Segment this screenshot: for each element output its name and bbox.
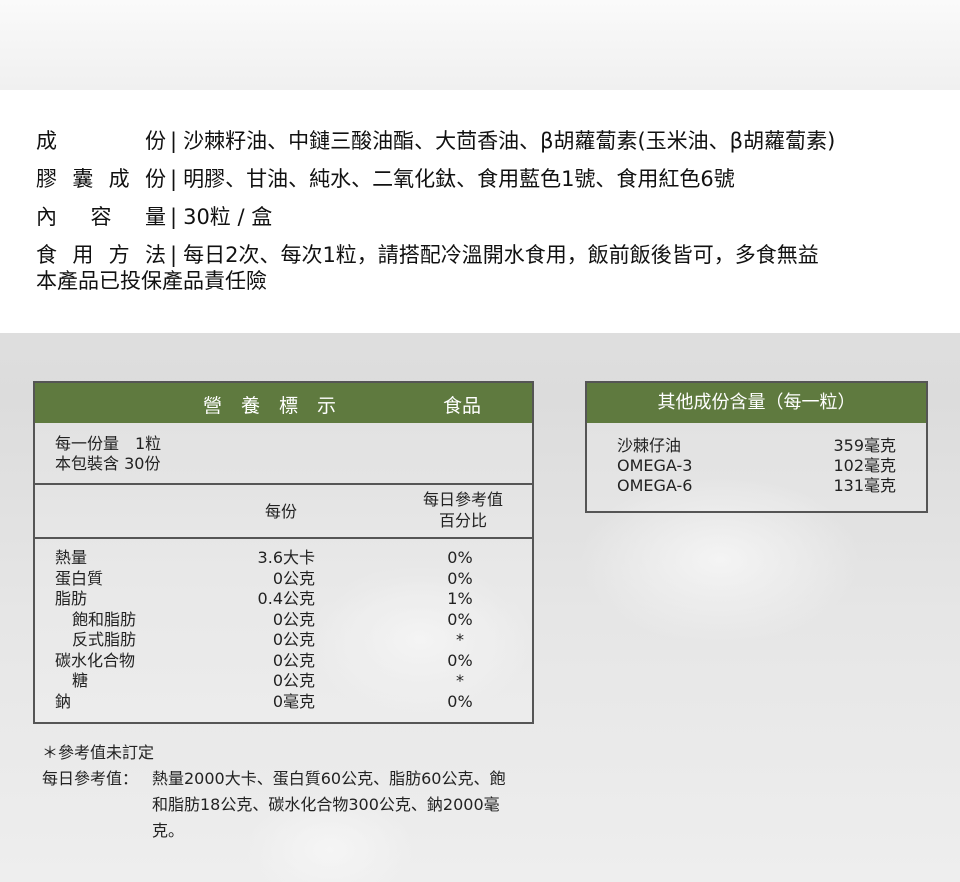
- nutrient-per-serving: 0公克: [272, 671, 315, 690]
- separator: |: [170, 205, 178, 229]
- divider: [35, 483, 532, 485]
- info-band: 成 份 | 沙棘籽油、中鏈三酸油酯、大茴香油、β胡蘿蔔素(玉米油、β胡蘿蔔素) 膠囊成…: [0, 90, 960, 333]
- separator: |: [170, 129, 178, 153]
- nutrient-daily-pct: 1%: [447, 589, 473, 608]
- nutrition-title: 營 養 標 示: [203, 395, 337, 417]
- asterisk-note: ＊參考值未訂定: [42, 743, 155, 762]
- daily-reference-text: 熱量2000大卡、蛋白質60公克、脂肪60公克、飽 和脂肪18公克、碳水化合物3…: [152, 766, 505, 844]
- serving-size: 每一份量 1粒: [55, 434, 162, 453]
- other-name: 沙棘仔油: [617, 436, 682, 455]
- insurance-note: 本產品已投保產品責任險: [36, 269, 267, 293]
- nutrient-name: 脂肪: [55, 589, 88, 608]
- nutrient-daily-pct: *: [456, 671, 464, 690]
- nutrient-daily-pct: 0%: [447, 548, 473, 567]
- other-value: 102毫克: [833, 456, 896, 475]
- nutrient-per-serving: 0公克: [272, 568, 315, 588]
- other-value: 359毫克: [833, 436, 896, 455]
- other-ingredients-table: 其他成份含量（每一粒） 沙棘仔油 359毫克 OMEGA-3 102毫克 OMEGA…: [585, 381, 928, 513]
- nutrient-name: 碳水化合物: [55, 650, 136, 670]
- nutrient-daily-pct: 0%: [447, 691, 473, 711]
- info-row: 食用方法 | 每日2次、每次1粒，請搭配冷溫開水食用，飯前飯後皆可，多食無益: [36, 240, 819, 270]
- nutrient-per-serving: 0公克: [272, 630, 315, 649]
- nutrition-header: 營 養 標 示 食品: [35, 383, 532, 423]
- daily-line: 和脂肪18公克、碳水化合物300公克、鈉2000毫: [152, 795, 500, 814]
- col-daily-line2: 百分比: [438, 511, 487, 530]
- other-value: 131毫克: [833, 476, 896, 495]
- nutrient-name: 反式脂肪: [72, 630, 137, 649]
- nutrient-name: 熱量: [55, 548, 88, 567]
- daily-line: 克。: [152, 821, 185, 840]
- nutrition-category: 食品: [443, 395, 482, 417]
- nutrient-name: 飽和脂肪: [72, 609, 137, 629]
- separator: |: [170, 243, 178, 267]
- info-label: 膠囊成份: [36, 167, 166, 191]
- nutrient-per-serving: 0毫克: [272, 691, 315, 711]
- info-label: 食用方法: [36, 243, 166, 267]
- nutrient-per-serving: 3.6大卡: [257, 548, 315, 567]
- nutrient-name: 糖: [72, 671, 89, 690]
- daily-line: 熱量2000大卡、蛋白質60公克、脂肪60公克、飽: [152, 769, 506, 788]
- other-name: OMEGA-3: [617, 456, 693, 475]
- info-label: 成 份: [36, 129, 166, 153]
- other-name: OMEGA-6: [617, 476, 693, 495]
- daily-reference-label: 每日參考值：: [42, 769, 139, 788]
- separator: |: [170, 167, 178, 191]
- nutrient-name: 蛋白質: [55, 568, 104, 588]
- col-per-serving: 每份: [265, 502, 298, 521]
- info-value: 每日2次、每次1粒，請搭配冷溫開水食用，飯前飯後皆可，多食無益: [183, 243, 819, 267]
- nutrient-per-serving: 0公克: [272, 609, 315, 629]
- col-daily-line1: 每日參考值: [422, 490, 503, 509]
- info-value: 沙棘籽油、中鏈三酸油酯、大茴香油、β胡蘿蔔素(玉米油、β胡蘿蔔素): [183, 129, 836, 153]
- nutrient-per-serving: 0.4公克: [257, 589, 315, 608]
- col-daily: 每日參考值 百分比: [403, 489, 523, 531]
- info-label: 內 容 量: [36, 205, 166, 229]
- info-value: 明膠、甘油、純水、二氧化鈦、食用藍色1號、食用紅色6號: [183, 167, 735, 191]
- info-row: 內 容 量 | 30粒 / 盒: [36, 202, 272, 232]
- nutrient-per-serving: 0公克: [272, 650, 315, 670]
- nutrition-table: 營 養 標 示 食品 每一份量 1粒 本包裝含 30份 每份 每日參考值 百分比…: [33, 381, 534, 724]
- nutrient-daily-pct: 0%: [447, 568, 473, 588]
- nutrient-daily-pct: 0%: [447, 609, 473, 629]
- nutrient-daily-pct: *: [456, 630, 464, 649]
- servings-per-package: 本包裝含 30份: [55, 454, 161, 473]
- top-background: [0, 0, 960, 90]
- nutrient-name: 鈉: [55, 691, 72, 711]
- divider: [35, 537, 532, 539]
- other-header: 其他成份含量（每一粒）: [587, 383, 926, 423]
- info-value: 30粒 / 盒: [183, 205, 273, 229]
- info-row: 成 份 | 沙棘籽油、中鏈三酸油酯、大茴香油、β胡蘿蔔素(玉米油、β胡蘿蔔素): [36, 126, 835, 156]
- info-row: 膠囊成份 | 明膠、甘油、純水、二氧化鈦、食用藍色1號、食用紅色6號: [36, 164, 735, 194]
- nutrient-daily-pct: 0%: [447, 650, 473, 670]
